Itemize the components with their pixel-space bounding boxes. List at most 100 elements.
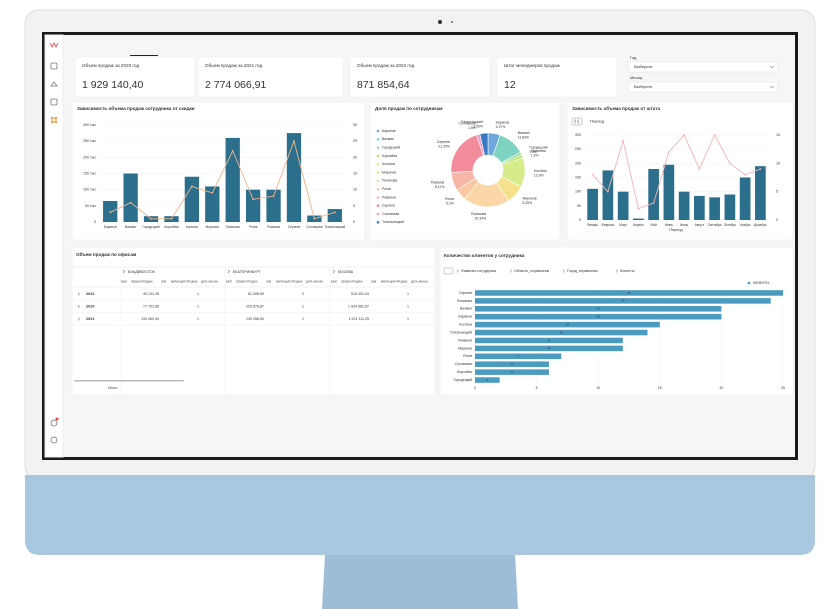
filter-label: Месяц <box>630 75 643 80</box>
slice-value: 1.5% <box>468 126 476 130</box>
row-expander[interactable] <box>77 292 80 296</box>
line-point <box>683 134 686 136</box>
slice-label: Романов <box>431 180 445 184</box>
bar <box>184 176 200 222</box>
bar <box>327 209 342 222</box>
x-tick-label: Декабрь <box>754 223 767 227</box>
panel <box>197 56 344 98</box>
slice-label: Миронов <box>523 196 537 200</box>
slice-label: Костина <box>534 169 547 173</box>
legend-swatch <box>376 221 380 224</box>
bar-value: 25 <box>627 291 631 295</box>
chevron <box>769 65 775 69</box>
y-tick-label: Городецкий <box>454 378 472 382</box>
y-tick-label: 300 тыс <box>83 123 96 127</box>
camera <box>438 20 442 24</box>
monitor-chin <box>25 475 815 555</box>
bar <box>475 337 623 344</box>
line-point <box>759 168 762 170</box>
y-tick-label: Соловьева <box>455 362 472 366</box>
filter-select[interactable] <box>627 81 779 93</box>
y-tick-label: Королёва <box>457 370 472 374</box>
y2-tick-label: 5 <box>353 204 355 208</box>
cell-amount: 149 358,50 <box>246 317 264 321</box>
cell-amount: 1 674 111,25 <box>349 317 369 321</box>
badge <box>55 417 59 421</box>
bar <box>475 306 722 312</box>
x-tick-label: 10 <box>596 386 600 390</box>
slice-value: 8.11% <box>435 185 444 189</box>
bar-value: 15 <box>566 322 570 326</box>
bar-value: 20 <box>597 315 601 319</box>
crumb-chevron <box>615 269 618 273</box>
notifications[interactable] <box>50 419 58 427</box>
x-tick-label: Июль <box>680 223 688 227</box>
bar <box>475 377 500 383</box>
row-expander[interactable] <box>77 317 80 321</box>
bar <box>648 169 659 220</box>
x-tick-label: Сергеев <box>288 225 300 229</box>
drill-label: Период <box>590 119 605 124</box>
crumb-chevron <box>562 269 565 273</box>
x-tick-label: Октябрь <box>724 223 737 227</box>
x-tick-label: Ноябрь <box>740 223 751 227</box>
y2-tick-label: 20 <box>353 155 357 159</box>
y2-tick-label: 5 <box>776 190 778 194</box>
bar <box>475 353 562 360</box>
x-tick-label: Февраль <box>601 223 614 227</box>
y-tick-label: Миронов <box>458 346 472 350</box>
bar-value: 7 <box>517 354 519 358</box>
nav-icon[interactable] <box>50 81 58 87</box>
slice-label: Сергеев <box>437 140 450 144</box>
drill-icon <box>574 119 580 124</box>
breadcrumb: Область_справочник <box>514 269 549 273</box>
sub-header: ДАТА ЗАКАЗА <box>306 280 323 284</box>
drill-back[interactable] <box>571 117 583 126</box>
y-tick-label: 100 <box>575 190 581 194</box>
kpi-label: Штат менеджеров продаж <box>504 63 561 68</box>
sub-header: ОБЪЕМ ПРОДАЖ <box>131 280 153 284</box>
slice-label: Вахмин <box>518 131 530 135</box>
cell-variation: 1 <box>302 304 304 308</box>
chart-title: Зависимость объема продаж сотрудника от … <box>77 105 195 111</box>
cell-variation: 1 <box>197 304 199 308</box>
sub-header: ВАРИАЦИЯ ПРОДАЖ <box>381 280 408 284</box>
bar <box>475 321 660 328</box>
line <box>592 133 761 210</box>
y-tick-label: 250 тыс <box>83 139 96 143</box>
drill-back[interactable] <box>443 267 454 275</box>
slice-label: Топольницкий <box>461 120 483 124</box>
legend-label: Вахмин <box>382 137 394 141</box>
legend-label: Поликова <box>382 179 397 183</box>
group-header: ВЛАДИВОСТОК <box>128 270 156 274</box>
panel <box>74 56 196 98</box>
row-label: 2021 <box>86 317 94 321</box>
line <box>110 139 335 220</box>
y-tick-label: Рогов <box>463 354 472 358</box>
filter-select[interactable] <box>627 61 779 73</box>
active-tab <box>130 55 158 56</box>
x-tick-label: Апрель <box>633 223 644 227</box>
bar <box>739 177 751 220</box>
bar <box>724 194 736 220</box>
cell-variation: 1 <box>197 292 199 296</box>
nav-icon[interactable] <box>50 62 58 70</box>
x-tick-label: Королёва <box>164 225 178 229</box>
row-expander[interactable] <box>77 304 80 309</box>
cell-variation: 1 <box>407 317 409 321</box>
slice-label: Соловьева <box>459 122 476 126</box>
cell-amount: 49 131,45 <box>143 292 159 296</box>
nav-icon[interactable] <box>50 98 58 106</box>
legend-swatch <box>747 281 751 285</box>
y-tick-label: 150 <box>575 175 581 179</box>
nav-icon-active[interactable] <box>51 117 57 123</box>
cell-variation: 1 <box>407 304 409 308</box>
legend-label: Топольницкий <box>382 220 404 224</box>
kpi-value: 1 929 140,40 <box>82 79 143 91</box>
panel <box>71 246 436 396</box>
x-tick-label: Август <box>695 223 705 227</box>
x-tick-label: Городецкий <box>142 225 159 229</box>
profile[interactable] <box>50 436 58 444</box>
bar <box>123 173 138 222</box>
line-point <box>606 190 609 193</box>
